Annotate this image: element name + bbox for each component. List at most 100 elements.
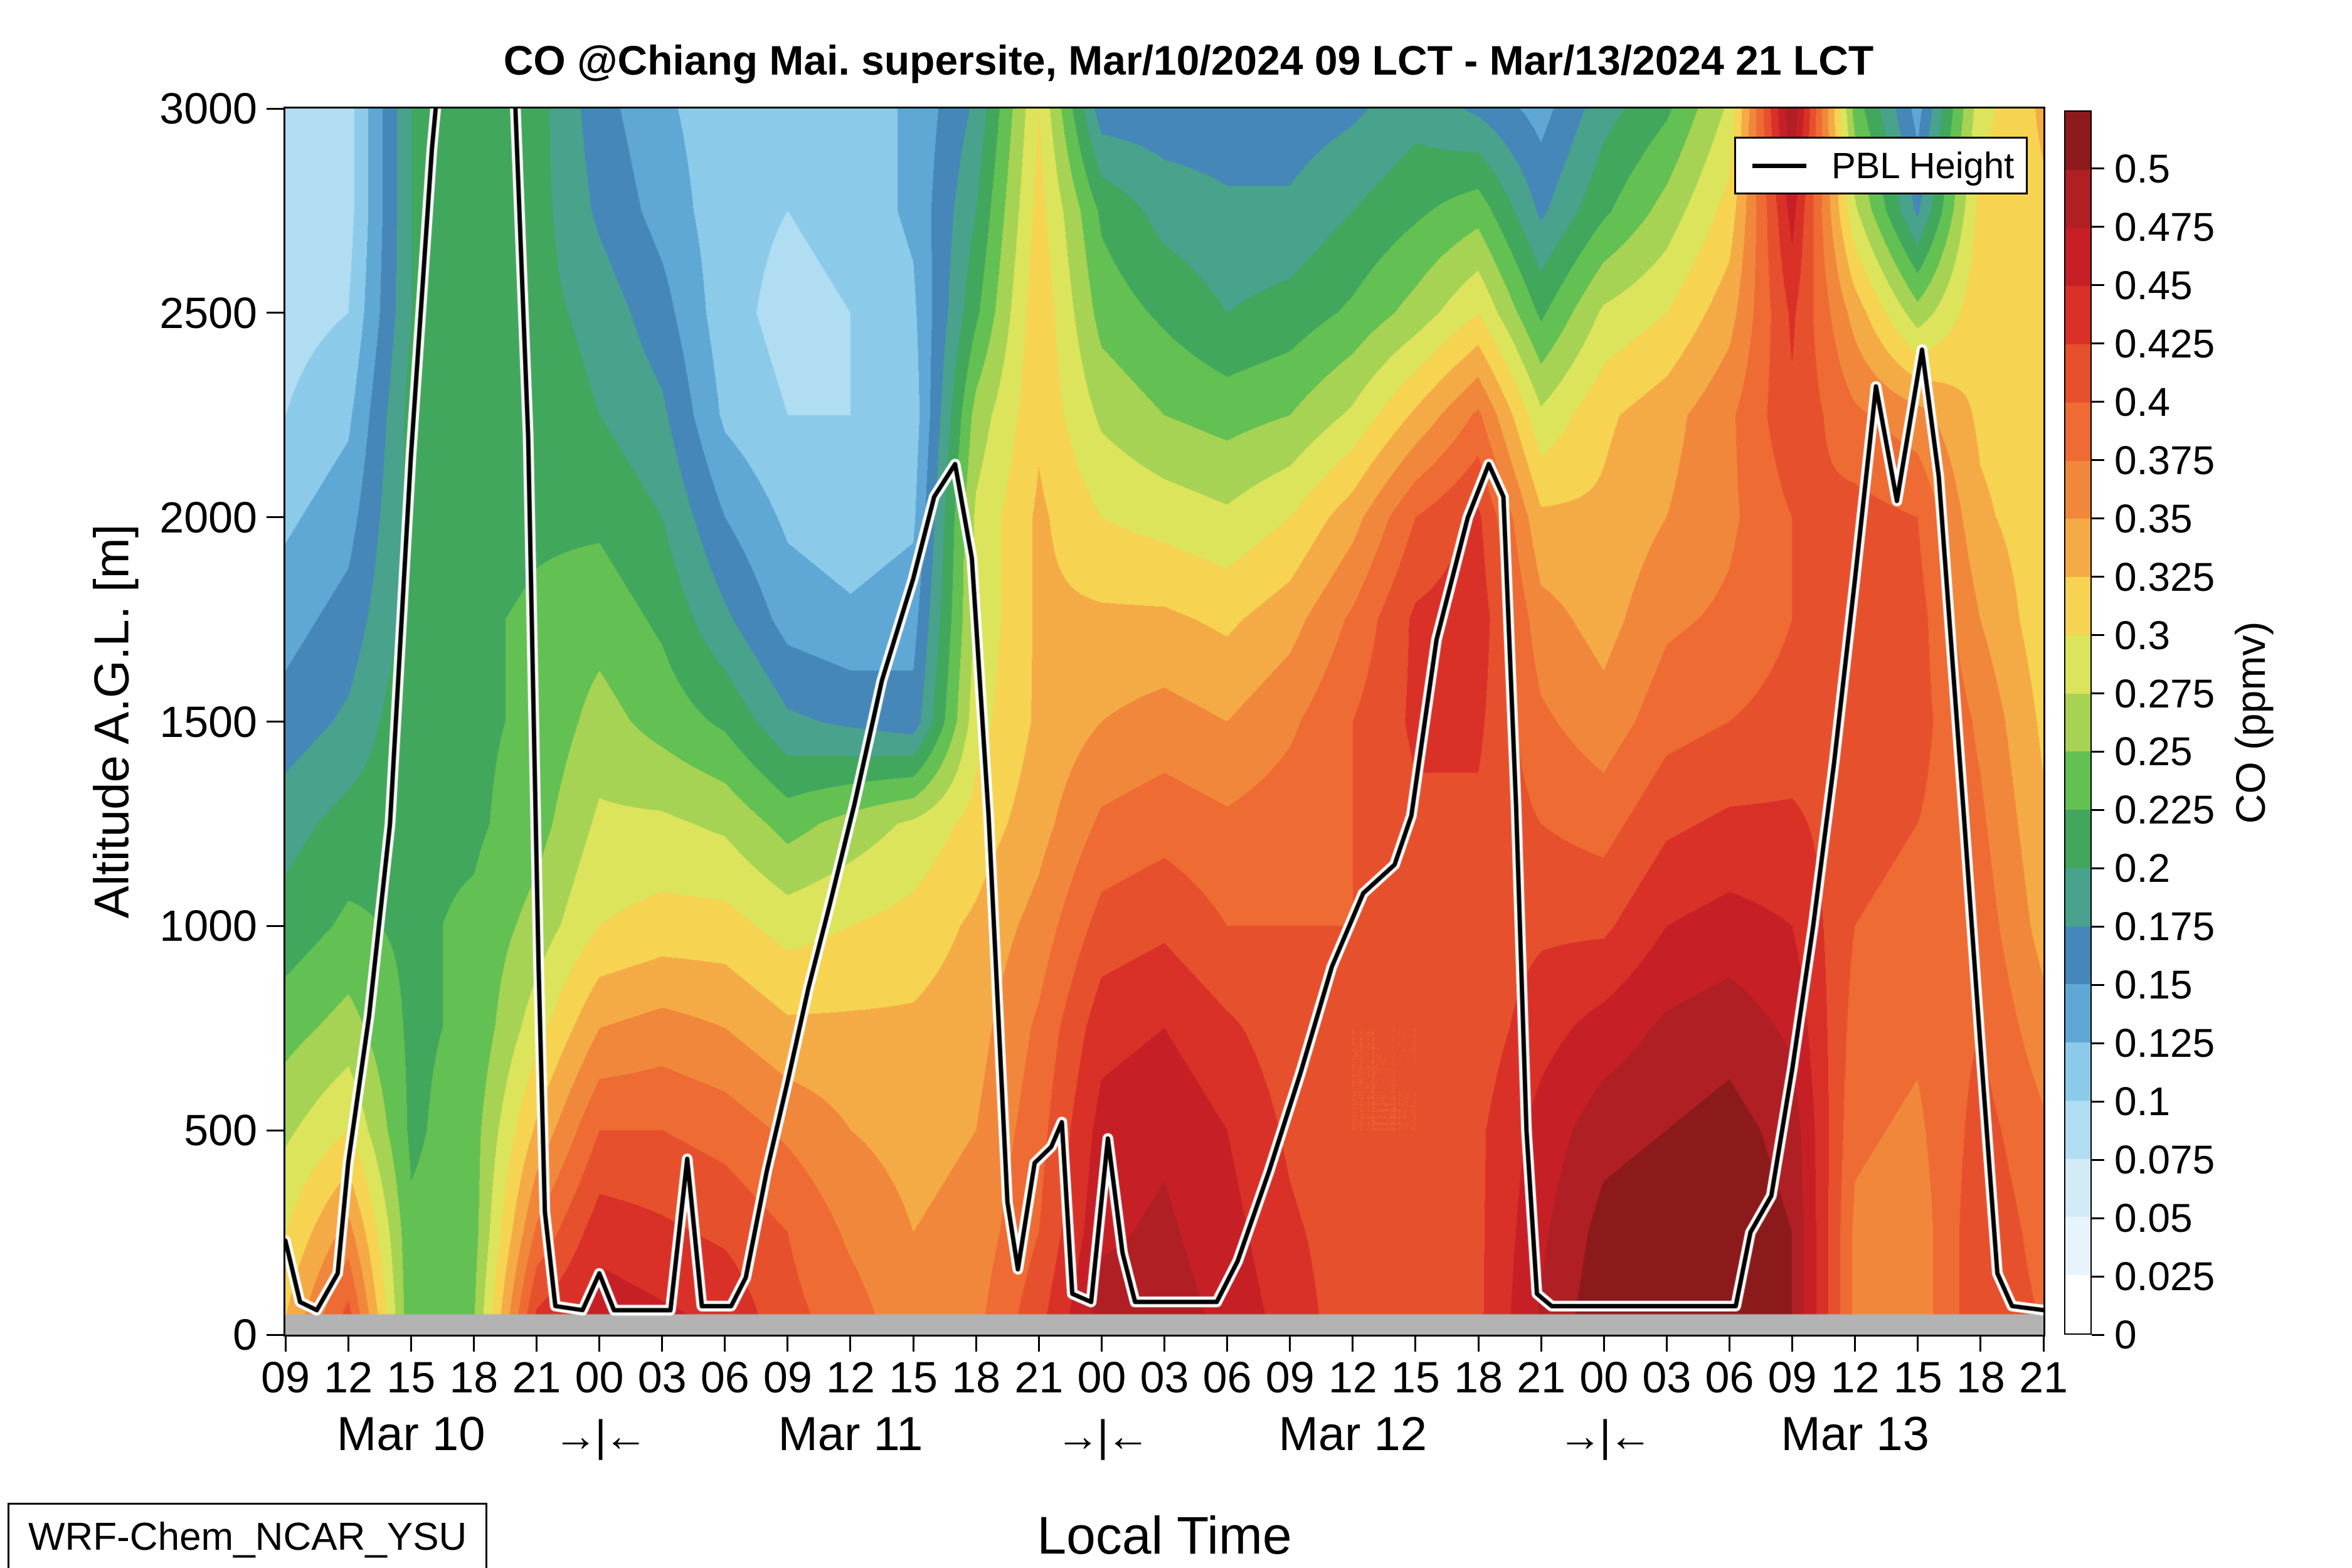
- co-contour-canvas: [285, 109, 2043, 1335]
- y-tick-mark: [267, 107, 283, 110]
- colorbar-tick-label: 0.35: [2114, 495, 2193, 541]
- colorbar-band: [2065, 402, 2090, 461]
- colorbar-tick-label: 0.375: [2114, 437, 2215, 483]
- colorbar-tick-label: 0.025: [2114, 1254, 2215, 1300]
- colorbar-band: [2065, 1100, 2090, 1159]
- x-tick-label: 03: [637, 1353, 687, 1402]
- legend: PBL Height: [1734, 137, 2028, 194]
- day-label: Mar 10: [336, 1407, 485, 1461]
- y-tick-mark: [267, 312, 283, 314]
- x-tick-mark: [284, 1337, 287, 1352]
- x-tick-mark: [1917, 1337, 1919, 1352]
- y-tick-mark: [267, 516, 283, 519]
- colorbar-band: [2065, 1275, 2090, 1333]
- x-tick-mark: [1414, 1337, 1417, 1352]
- y-tick-label: 2000: [159, 492, 257, 542]
- colorbar-tick-mark: [2092, 1042, 2104, 1044]
- colorbar-band: [2065, 635, 2090, 694]
- x-tick-label: 09: [261, 1353, 310, 1402]
- colorbar-band: [2065, 460, 2090, 519]
- x-tick-label: 15: [386, 1353, 436, 1402]
- model-label-box: WRF-Chem_NCAR_YSU: [8, 1503, 488, 1568]
- colorbar-tick-label: 0.3: [2114, 612, 2170, 658]
- colorbar-band: [2065, 984, 2090, 1042]
- colorbar-tick-label: 0.5: [2114, 146, 2170, 191]
- x-tick-label: 15: [1391, 1353, 1440, 1402]
- x-tick-mark: [975, 1337, 977, 1352]
- x-tick-label: 18: [1956, 1353, 2005, 1402]
- x-tick-mark: [1352, 1337, 1354, 1352]
- colorbar-tick-label: 0.15: [2114, 962, 2193, 1008]
- x-tick-mark: [1289, 1337, 1291, 1352]
- colorbar-tick-label: 0.275: [2114, 670, 2215, 716]
- colorbar-tick-mark: [2092, 1275, 2104, 1278]
- x-tick-mark: [787, 1337, 789, 1352]
- colorbar: [2064, 110, 2092, 1335]
- x-tick-mark: [1100, 1337, 1103, 1352]
- x-tick-mark: [1728, 1337, 1730, 1352]
- x-tick-mark: [1477, 1337, 1480, 1352]
- colorbar-tick-mark: [2092, 226, 2104, 228]
- colorbar-band: [2065, 693, 2090, 752]
- x-tick-label: 12: [1328, 1353, 1377, 1402]
- x-tick-label: 18: [951, 1353, 1001, 1402]
- colorbar-tick-mark: [2092, 692, 2104, 695]
- x-tick-label: 00: [1077, 1353, 1126, 1402]
- plot-frame: [283, 107, 2045, 1337]
- day-separator-icon: →|←: [553, 1411, 647, 1460]
- x-tick-label: 09: [1265, 1353, 1315, 1402]
- colorbar-tick-mark: [2092, 1158, 2104, 1161]
- x-tick-label: 21: [2019, 1353, 2068, 1402]
- colorbar-band: [2065, 112, 2090, 170]
- x-axis-label: Local Time: [1037, 1506, 1292, 1565]
- colorbar-band: [2065, 926, 2090, 985]
- legend-label: PBL Height: [1831, 145, 2015, 186]
- colorbar-tick-label: 0.05: [2114, 1195, 2193, 1241]
- y-tick-mark: [267, 1129, 283, 1131]
- colorbar-band: [2065, 867, 2090, 926]
- colorbar-tick-mark: [2092, 284, 2104, 287]
- x-tick-label: 12: [324, 1353, 373, 1402]
- colorbar-band: [2065, 1042, 2090, 1101]
- x-tick-mark: [1163, 1337, 1165, 1352]
- y-tick-mark: [267, 1333, 283, 1336]
- colorbar-tick-mark: [2092, 750, 2104, 753]
- x-tick-mark: [410, 1337, 412, 1352]
- colorbar-tick-label: 0.4: [2114, 379, 2170, 425]
- colorbar-tick-mark: [2092, 517, 2104, 520]
- colorbar-tick-label: 0.2: [2114, 845, 2170, 891]
- colorbar-band: [2065, 1217, 2090, 1275]
- colorbar-tick-mark: [2092, 576, 2104, 578]
- colorbar-band: [2065, 577, 2090, 635]
- day-separator-icon: →|←: [1056, 1411, 1150, 1460]
- x-tick-label: 21: [512, 1353, 561, 1402]
- colorbar-tick-mark: [2092, 342, 2104, 345]
- x-tick-mark: [1665, 1337, 1668, 1352]
- colorbar-band: [2065, 344, 2090, 403]
- colorbar-tick-label: 0: [2114, 1312, 2137, 1357]
- x-tick-mark: [472, 1337, 475, 1352]
- pbl-line-icon: [1752, 163, 1806, 168]
- y-tick-label: 3000: [159, 84, 257, 133]
- colorbar-tick-label: 0.075: [2114, 1137, 2215, 1183]
- x-tick-mark: [1979, 1337, 1982, 1352]
- x-tick-mark: [1854, 1337, 1857, 1352]
- x-tick-label: 00: [1579, 1353, 1629, 1402]
- x-tick-label: 21: [1014, 1353, 1064, 1402]
- x-tick-label: 18: [449, 1353, 499, 1402]
- y-tick-label: 1500: [159, 697, 257, 746]
- colorbar-tick-mark: [2092, 401, 2104, 403]
- x-tick-mark: [535, 1337, 538, 1352]
- colorbar-tick-label: 0.1: [2114, 1079, 2170, 1125]
- colorbar-tick-mark: [2092, 867, 2104, 869]
- x-tick-label: 03: [1642, 1353, 1692, 1402]
- colorbar-tick-label: 0.25: [2114, 729, 2193, 775]
- x-tick-label: 09: [763, 1353, 812, 1402]
- x-tick-mark: [1037, 1337, 1040, 1352]
- x-tick-label: 03: [1140, 1353, 1189, 1402]
- x-tick-mark: [598, 1337, 601, 1352]
- colorbar-tick-mark: [2092, 983, 2104, 986]
- x-tick-label: 15: [1893, 1353, 1942, 1402]
- colorbar-tick-mark: [2092, 459, 2104, 462]
